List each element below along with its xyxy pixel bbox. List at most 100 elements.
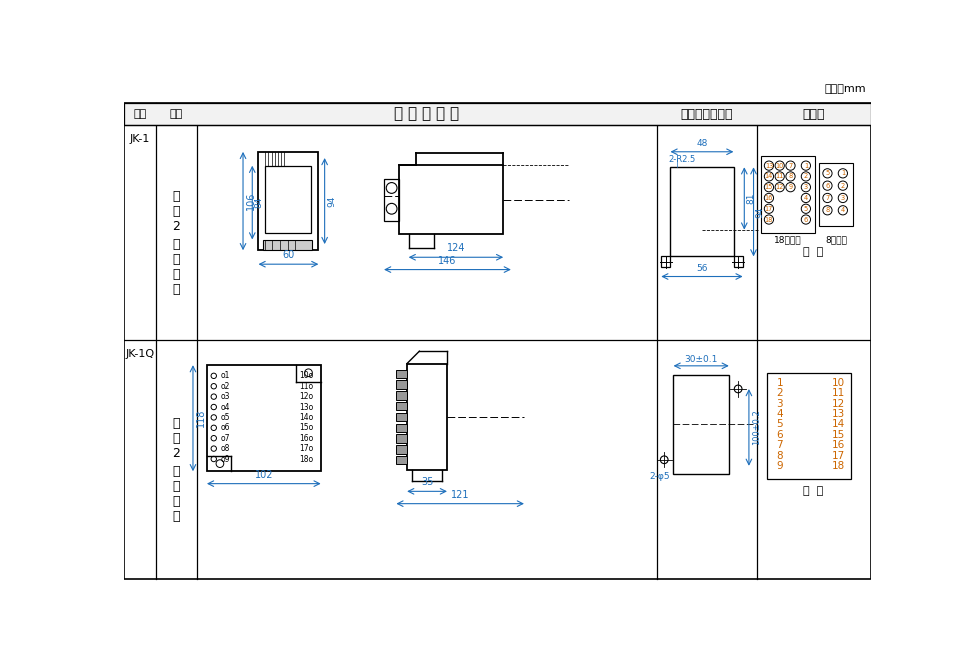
Bar <box>396 391 407 399</box>
Text: 3: 3 <box>803 184 807 190</box>
Text: 4: 4 <box>840 207 844 213</box>
Text: 結構: 結構 <box>170 109 183 119</box>
Text: 14: 14 <box>764 174 772 180</box>
Circle shape <box>822 181 831 190</box>
Bar <box>396 434 407 443</box>
Circle shape <box>800 204 810 213</box>
Text: 附
圖
2: 附 圖 2 <box>172 417 180 460</box>
Circle shape <box>764 161 772 170</box>
Text: 2: 2 <box>840 182 844 188</box>
Text: 106: 106 <box>246 192 256 210</box>
Circle shape <box>764 204 772 213</box>
Text: 13: 13 <box>764 162 772 168</box>
Circle shape <box>774 161 784 170</box>
Circle shape <box>837 169 847 178</box>
Text: 9: 9 <box>775 461 782 471</box>
Bar <box>396 402 407 411</box>
Text: 3: 3 <box>840 195 844 201</box>
Text: 94: 94 <box>327 195 335 206</box>
Text: 安裝開孔尺寸圖: 安裝開孔尺寸圖 <box>679 108 732 120</box>
Text: 11: 11 <box>830 388 844 398</box>
Text: 10: 10 <box>775 162 783 168</box>
Text: 11: 11 <box>775 174 783 180</box>
Bar <box>258 152 318 250</box>
Bar <box>263 240 312 250</box>
Bar <box>818 162 852 226</box>
Text: 15: 15 <box>830 430 844 440</box>
Text: 正  視: 正 視 <box>802 486 823 496</box>
Circle shape <box>785 172 795 181</box>
Text: 15: 15 <box>764 184 772 190</box>
Bar <box>396 381 407 389</box>
Text: o8: o8 <box>221 444 230 453</box>
Circle shape <box>774 182 784 192</box>
Text: 7: 7 <box>775 440 782 450</box>
Text: 12: 12 <box>775 184 783 190</box>
Text: 35: 35 <box>421 478 433 488</box>
Bar <box>733 257 742 267</box>
Text: 背  視: 背 視 <box>802 247 823 257</box>
Text: 14o: 14o <box>298 413 313 422</box>
Circle shape <box>764 215 772 224</box>
Text: 56: 56 <box>696 264 707 273</box>
Text: 6: 6 <box>803 216 807 222</box>
Text: 15o: 15o <box>298 424 313 432</box>
Text: o2: o2 <box>221 381 230 391</box>
Circle shape <box>800 161 810 170</box>
Text: JK-1Q: JK-1Q <box>125 349 154 359</box>
Circle shape <box>837 193 847 202</box>
Text: 146: 146 <box>438 256 456 266</box>
Text: 84: 84 <box>254 197 264 208</box>
Text: 10: 10 <box>830 378 844 387</box>
Text: 18: 18 <box>764 216 772 222</box>
Text: 板
後
接
線: 板 後 接 線 <box>172 238 180 297</box>
Text: o1: o1 <box>221 371 230 380</box>
Text: 17: 17 <box>830 450 844 460</box>
Bar <box>396 445 407 454</box>
Text: 13: 13 <box>830 409 844 419</box>
Text: 7: 7 <box>788 162 792 168</box>
Circle shape <box>800 215 810 224</box>
Text: 5: 5 <box>775 420 782 430</box>
Text: 94: 94 <box>755 206 764 218</box>
Text: 121: 121 <box>451 490 469 500</box>
Text: 118: 118 <box>196 409 205 428</box>
Text: 7: 7 <box>825 195 828 201</box>
Circle shape <box>764 182 772 192</box>
Text: 端子圖: 端子圖 <box>801 108 824 120</box>
Text: 17o: 17o <box>298 444 313 453</box>
Circle shape <box>837 181 847 190</box>
Text: 3: 3 <box>775 399 782 409</box>
Text: 6: 6 <box>825 182 828 188</box>
Text: 16o: 16o <box>298 434 313 443</box>
Text: 8: 8 <box>788 174 792 180</box>
Text: 48: 48 <box>696 139 707 148</box>
Text: 102: 102 <box>254 470 273 480</box>
Bar <box>384 179 399 221</box>
Bar <box>766 373 850 479</box>
Text: 11o: 11o <box>298 381 313 391</box>
Text: o4: o4 <box>221 403 230 411</box>
Bar <box>396 424 407 432</box>
Text: 4: 4 <box>803 195 807 201</box>
Text: 60: 60 <box>282 250 295 261</box>
Text: 12o: 12o <box>298 392 313 401</box>
Text: 4: 4 <box>775 409 782 419</box>
Text: 16: 16 <box>830 440 844 450</box>
Bar <box>265 166 310 233</box>
Text: 5: 5 <box>825 170 828 176</box>
Text: 5: 5 <box>803 206 807 212</box>
Text: 2-R2.5: 2-R2.5 <box>669 155 696 164</box>
Text: 外 形 尺 寸 圖: 外 形 尺 寸 圖 <box>393 106 458 122</box>
Circle shape <box>785 182 795 192</box>
Bar <box>396 413 407 422</box>
Text: 1: 1 <box>775 378 782 387</box>
Circle shape <box>822 193 831 202</box>
Circle shape <box>837 206 847 215</box>
Bar <box>396 456 407 464</box>
Text: 圖號: 圖號 <box>133 109 146 119</box>
Text: o5: o5 <box>221 413 230 422</box>
Circle shape <box>822 206 831 215</box>
Text: 8: 8 <box>825 207 828 213</box>
Circle shape <box>822 169 831 178</box>
